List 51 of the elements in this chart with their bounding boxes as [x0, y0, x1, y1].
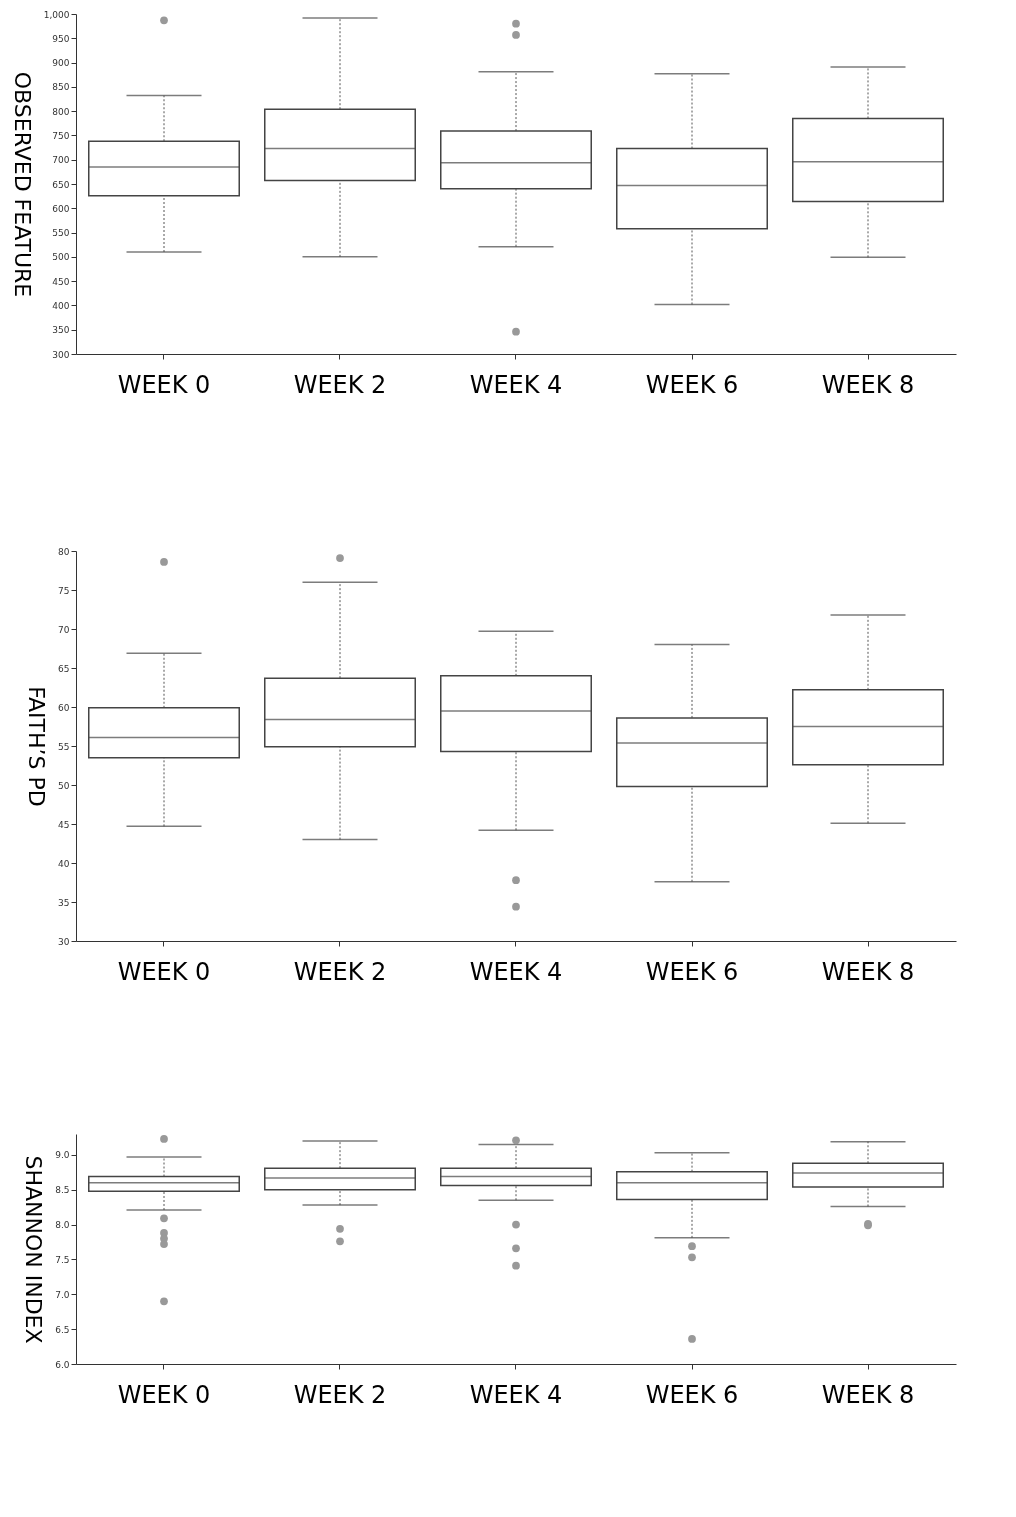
y-tick-label: 6.5	[55, 1324, 70, 1335]
y-tick-label: 650	[52, 179, 70, 190]
x-tick-label: WEEK 2	[293, 957, 387, 986]
x-tick-label: WEEK 4	[469, 370, 563, 399]
y-tick-label: 600	[52, 203, 70, 214]
y-tick-label: 750	[52, 130, 70, 141]
y-tick-label: 60	[58, 702, 70, 713]
y-tick-label: 55	[58, 741, 70, 752]
y-tick-label: 7.5	[55, 1254, 70, 1265]
x-tick-label: WEEK 2	[293, 1380, 387, 1409]
y-tick-label: 700	[52, 155, 70, 166]
y-tick-label: 1,000	[43, 9, 70, 20]
y-tick-label: 50	[58, 780, 70, 791]
y-tick-label: 7.0	[55, 1289, 70, 1300]
y-tick-label: 450	[52, 276, 70, 287]
y-tick-label: 900	[52, 58, 70, 69]
y-tick-label: 8.5	[55, 1185, 70, 1196]
x-tick-label: WEEK 0	[117, 1380, 211, 1409]
y-tick-label: 550	[52, 228, 70, 239]
y-tick-label: 30	[58, 936, 70, 947]
y-axis-title: SHANNON INDEX	[21, 1155, 47, 1344]
y-tick-label: 300	[52, 349, 70, 360]
y-tick-label: 8.0	[55, 1220, 70, 1231]
x-tick-label: WEEK 4	[469, 957, 563, 986]
y-tick-label: 500	[52, 252, 70, 263]
y-tick-label: 350	[52, 325, 70, 336]
y-tick-label: 400	[52, 300, 70, 311]
y-tick-label: 75	[58, 585, 70, 596]
x-tick-label: WEEK 8	[821, 1380, 915, 1409]
x-tick-label: WEEK 0	[117, 370, 211, 399]
x-tick-label: WEEK 8	[821, 957, 915, 986]
y-tick-label: 800	[52, 106, 70, 117]
x-tick-label: WEEK 6	[645, 1380, 739, 1409]
y-axis-title: FAITH’S PD	[24, 686, 50, 807]
y-tick-label: 70	[58, 624, 70, 635]
x-tick-label: WEEK 6	[645, 957, 739, 986]
y-tick-label: 65	[58, 663, 70, 674]
y-tick-label: 9.0	[55, 1150, 70, 1161]
x-tick-label: WEEK 6	[645, 370, 739, 399]
y-tick-label: 6.0	[55, 1359, 70, 1370]
y-tick-label: 45	[58, 819, 70, 830]
y-tick-label: 80	[58, 546, 70, 557]
x-tick-label: WEEK 2	[293, 370, 387, 399]
x-tick-label: WEEK 0	[117, 957, 211, 986]
y-axis-title: OBSERVED FEATURE	[9, 71, 35, 298]
y-tick-label: 35	[58, 897, 70, 908]
x-tick-label: WEEK 8	[821, 370, 915, 399]
y-tick-label: 40	[58, 858, 70, 869]
y-tick-label: 950	[52, 33, 70, 44]
y-tick-label: 850	[52, 82, 70, 93]
x-tick-label: WEEK 4	[469, 1380, 563, 1409]
